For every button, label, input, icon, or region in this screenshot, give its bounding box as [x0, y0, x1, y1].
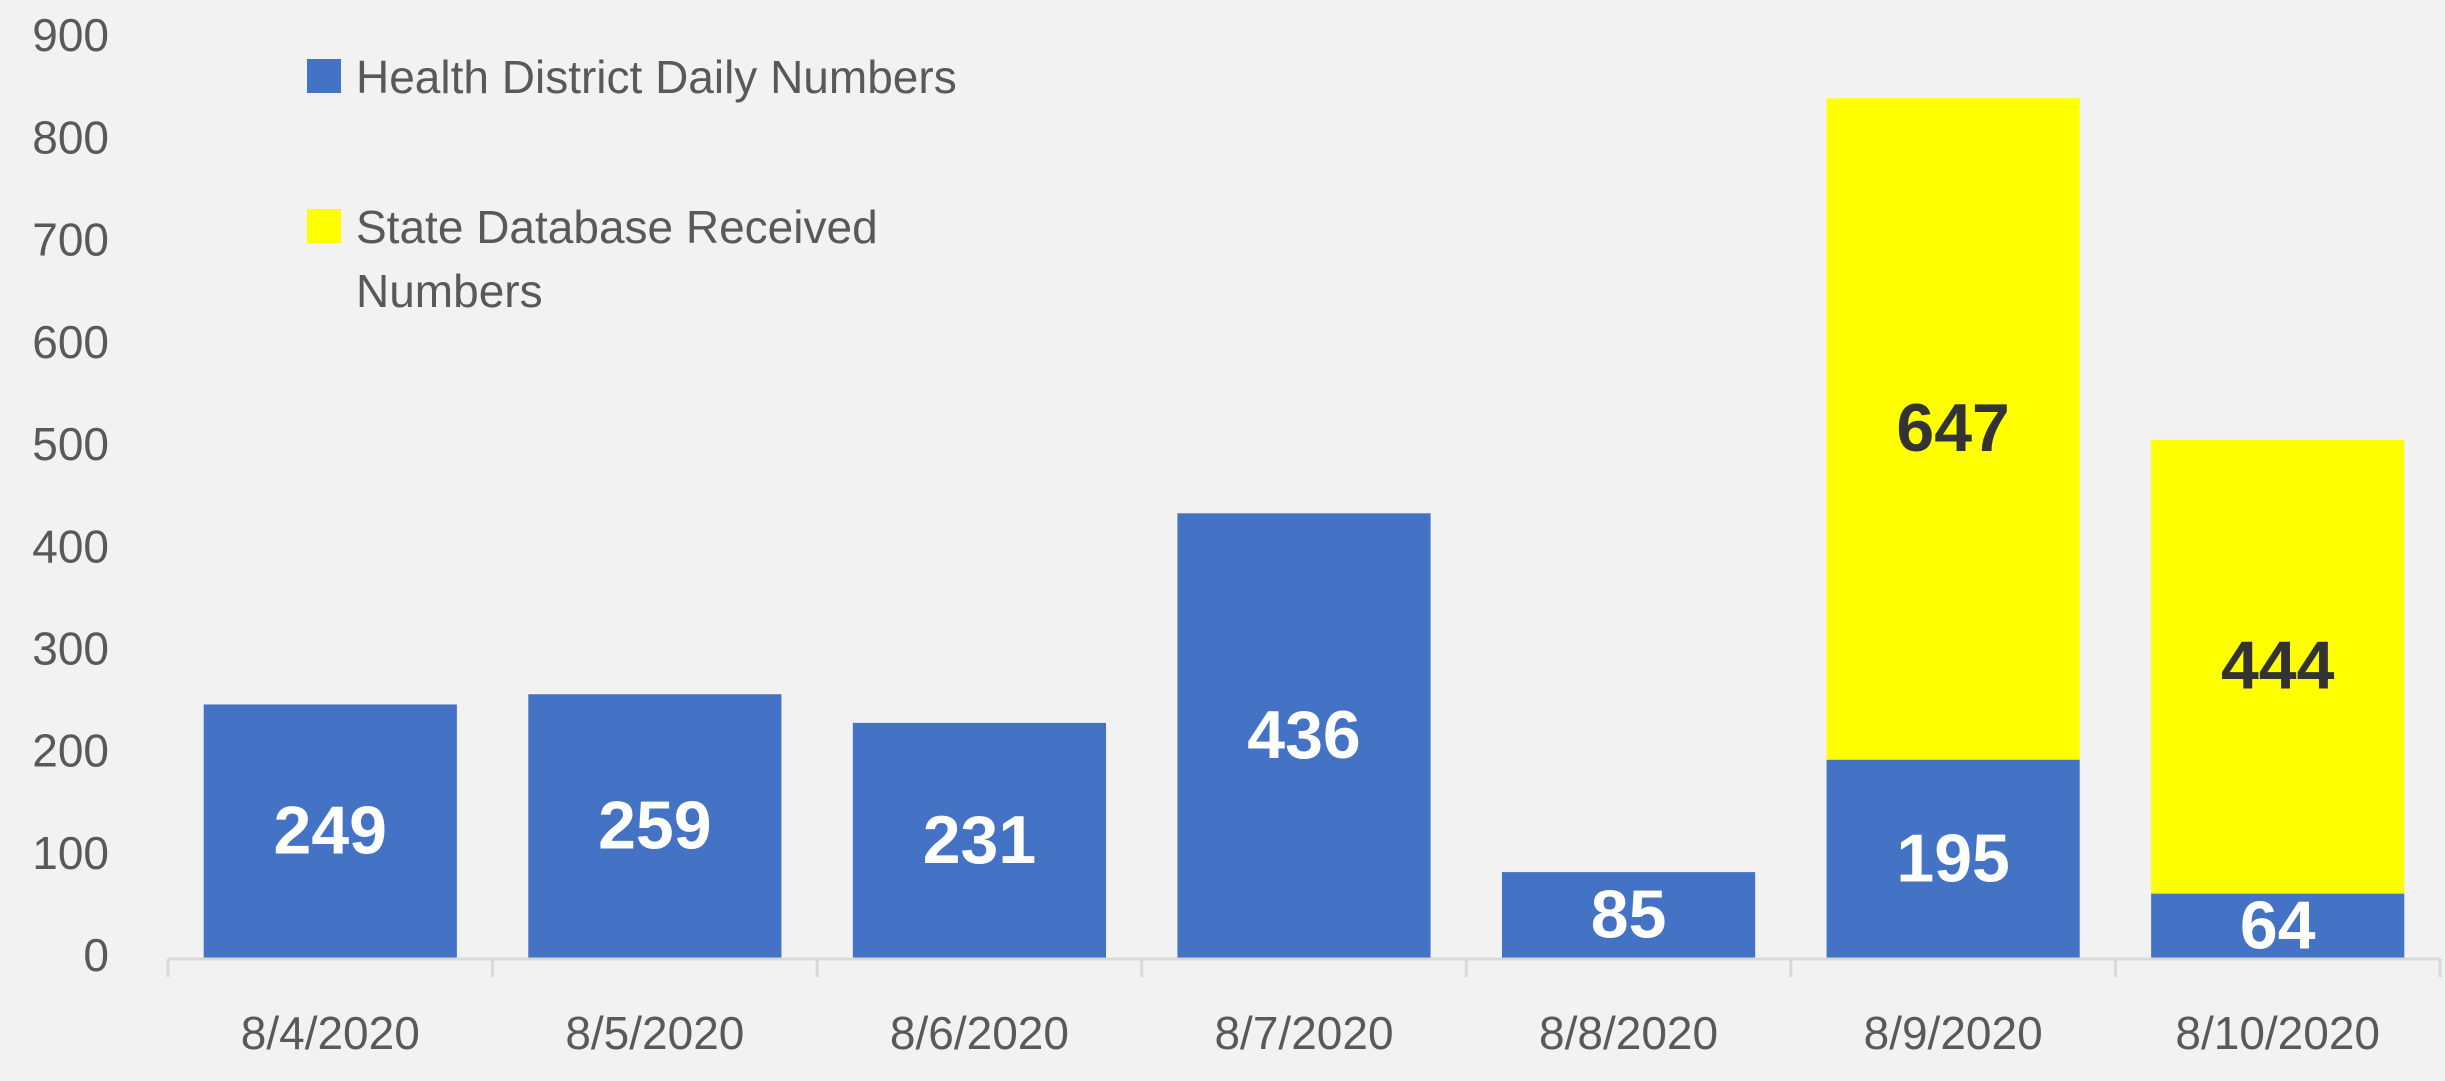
- x-tick-label: 8/10/2020: [2175, 1007, 2380, 1059]
- y-tick-label: 100: [32, 827, 109, 879]
- data-label: 444: [2221, 628, 2335, 704]
- y-tick-label: 400: [32, 520, 109, 572]
- legend-label: Health District Daily Numbers: [356, 51, 957, 103]
- y-tick-label: 200: [32, 725, 109, 777]
- x-tick-label: 8/8/2020: [1539, 1007, 1718, 1059]
- data-label: 231: [923, 802, 1036, 878]
- data-label: 259: [598, 788, 711, 864]
- x-tick-label: 8/9/2020: [1864, 1007, 2043, 1059]
- data-label: 249: [274, 793, 387, 869]
- y-tick-label: 700: [32, 214, 109, 266]
- bar-segment: [1177, 513, 1431, 959]
- y-tick-label: 0: [83, 929, 109, 981]
- legend-entry: State Database Received Numbers: [356, 201, 878, 317]
- legend-entry: Health District Daily Numbers: [356, 51, 957, 103]
- legend-swatch: [307, 59, 341, 93]
- data-label: 85: [1591, 877, 1667, 953]
- bar-segment: [852, 722, 1107, 959]
- bar-segment: [2151, 439, 2405, 894]
- bar-segment: [1826, 759, 2080, 959]
- bar-segment: [1501, 872, 1756, 959]
- data-label: 436: [1247, 697, 1360, 773]
- x-tick-label: 8/4/2020: [241, 1007, 420, 1059]
- x-tick-label: 8/7/2020: [1214, 1007, 1393, 1059]
- bar-segment: [2151, 893, 2405, 959]
- y-tick-label: 900: [32, 9, 109, 61]
- data-label: 64: [2240, 887, 2316, 963]
- data-label: 195: [1896, 820, 2009, 896]
- y-tick-label: 600: [32, 316, 109, 368]
- bar-segment: [203, 704, 457, 959]
- y-tick-label: 800: [32, 111, 109, 163]
- bar-segment: [528, 694, 782, 959]
- legend-label: State Database Received Numbers: [356, 201, 878, 317]
- legend-swatch: [307, 209, 341, 243]
- y-tick-label: 500: [32, 418, 109, 470]
- y-tick-label: 300: [32, 622, 109, 674]
- x-tick-label: 8/5/2020: [565, 1007, 744, 1059]
- x-tick-label: 8/6/2020: [890, 1007, 1069, 1059]
- bar-segment: [1826, 98, 2080, 760]
- data-label: 647: [1896, 390, 2009, 466]
